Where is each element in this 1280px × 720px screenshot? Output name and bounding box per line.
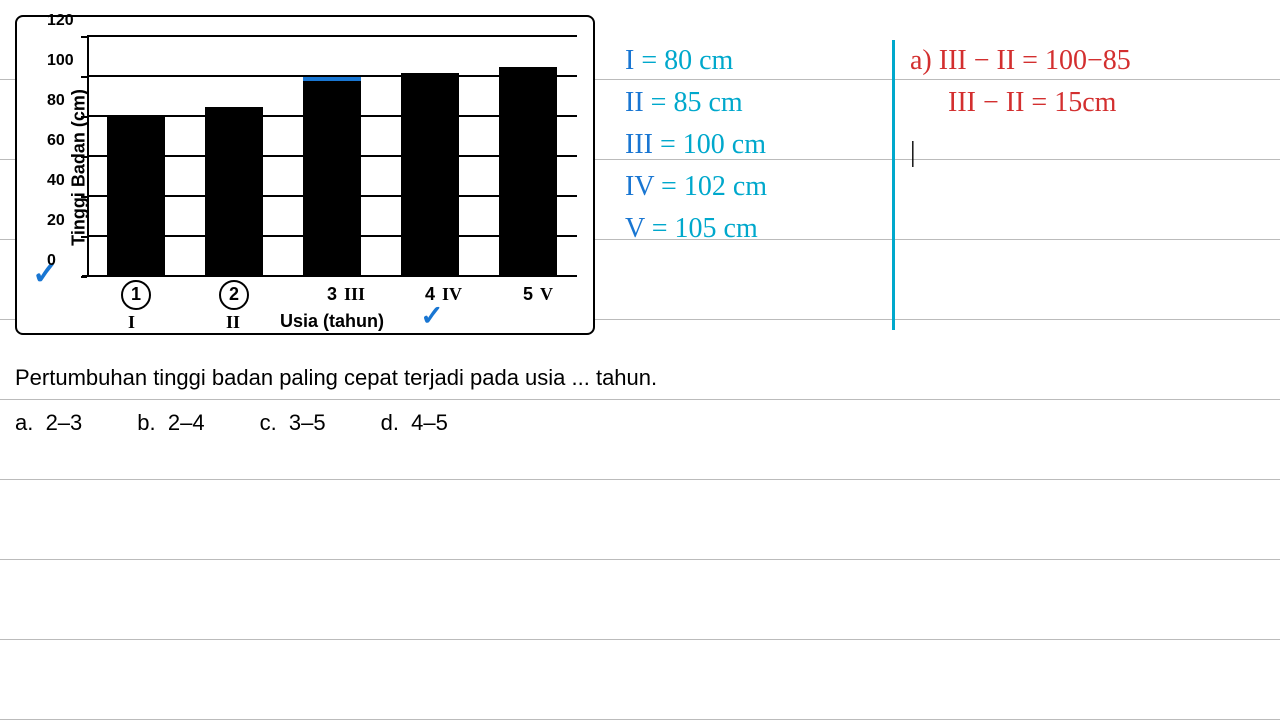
x-tick-label: 4 — [425, 284, 435, 305]
note-roman: V — [625, 213, 652, 244]
answer-line1: III − II = 100−85 — [939, 40, 1131, 82]
x-tick-label: 5 — [523, 284, 533, 305]
bar — [303, 77, 361, 277]
note-value: = 105 cm — [652, 213, 758, 244]
bar — [401, 73, 459, 277]
bar-chart: Tinggi Badan (cm) ✓ Usia (tahun) ✓ 02040… — [87, 37, 577, 277]
answer-options: a. 2–3 b. 2–4 c. 3–5 d. 4–5 — [15, 410, 503, 436]
note-value: = 102 cm — [661, 171, 767, 202]
bar — [499, 67, 557, 277]
note-value: = 100 cm — [660, 129, 766, 160]
option: d. 4–5 — [381, 410, 448, 435]
option: b. 2–4 — [137, 410, 204, 435]
x-tick-label: 3 — [327, 284, 337, 305]
roman-annotation: I — [128, 312, 135, 333]
x-axis-label: Usia (tahun) — [280, 311, 384, 332]
y-tick-label: 80 — [47, 92, 65, 110]
y-tick-label: 120 — [47, 12, 74, 30]
circle-annotation — [219, 280, 249, 310]
roman-annotation: II — [226, 312, 240, 333]
handwritten-values: I = 80 cm II = 85 cm III = 100 cm IV = 102 … — [625, 40, 767, 250]
note-roman: I — [625, 45, 641, 76]
bar — [205, 107, 263, 277]
roman-annotation: V — [540, 284, 553, 305]
option: c. 3–5 — [260, 410, 326, 435]
roman-annotation: III — [344, 284, 365, 305]
y-tick-label: 40 — [47, 172, 65, 190]
divider-line — [892, 40, 895, 330]
y-tick-label: 20 — [47, 212, 65, 230]
note-roman: II — [625, 87, 651, 118]
y-tick-label: 0 — [47, 252, 56, 270]
option: a. 2–3 — [15, 410, 82, 435]
y-tick-label: 100 — [47, 52, 74, 70]
roman-annotation: IV — [442, 284, 462, 305]
circle-annotation — [121, 280, 151, 310]
handwritten-answer: a) III − II = 100−85 III − II = 15cm | — [910, 40, 1131, 174]
y-tick-label: 60 — [47, 132, 65, 150]
note-roman: III — [625, 129, 660, 160]
note-roman: IV — [625, 171, 661, 202]
question-text: Pertumbuhan tinggi badan paling cepat te… — [15, 365, 657, 391]
chart-panel: Tinggi Badan (cm) ✓ Usia (tahun) ✓ 02040… — [15, 15, 595, 335]
y-axis-label: Tinggi Badan (cm) — [69, 89, 90, 246]
tally-mark: | — [910, 137, 916, 168]
note-value: = 80 cm — [641, 45, 733, 76]
answer-line2: III − II = 15cm — [948, 87, 1116, 118]
answer-prefix: a) — [910, 45, 932, 76]
note-value: = 85 cm — [651, 87, 743, 118]
bar — [107, 117, 165, 277]
